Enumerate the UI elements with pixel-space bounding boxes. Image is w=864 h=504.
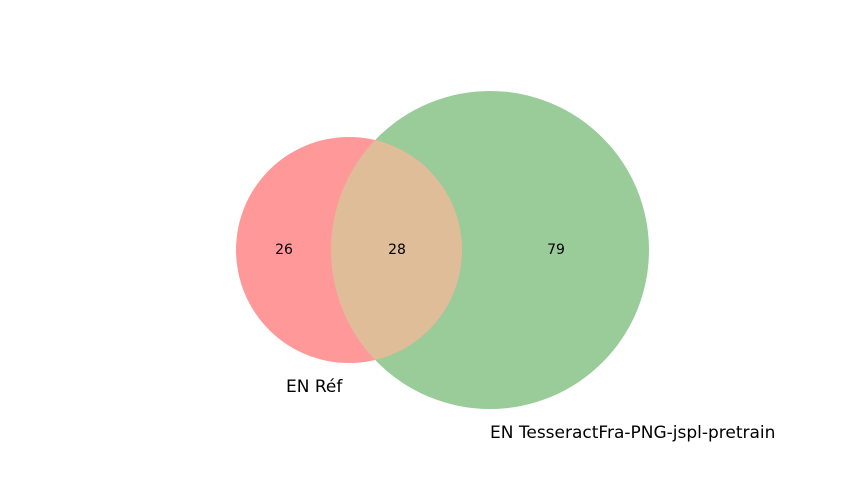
intersection-region <box>331 137 462 363</box>
set-a-only-count: 26 <box>275 242 293 258</box>
intersection-count: 28 <box>388 242 406 258</box>
set-a-label: EN Réf <box>286 377 343 397</box>
set-b-label: EN TesseractFra-PNG-jspl-pretrain <box>490 423 775 443</box>
set-b-only-count: 79 <box>547 242 565 258</box>
